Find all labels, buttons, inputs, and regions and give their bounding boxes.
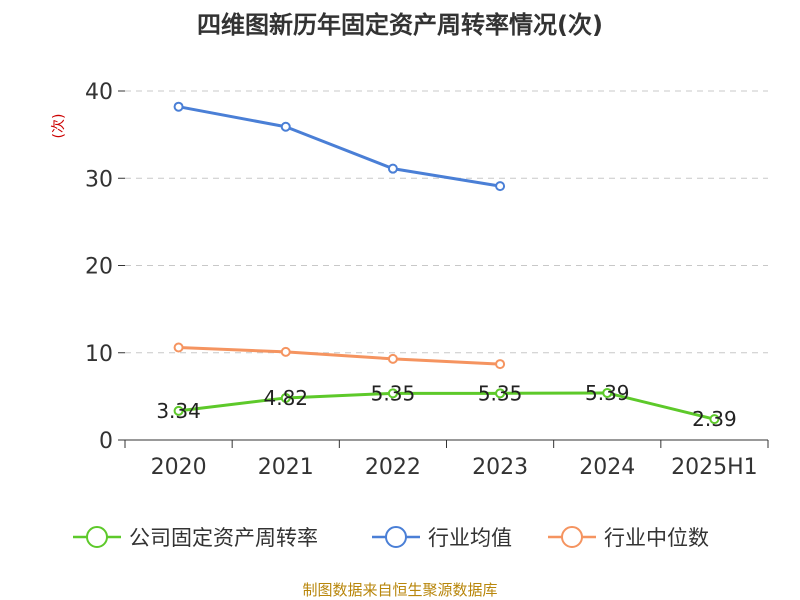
source-note: 制图数据来自恒生聚源数据库 — [302, 581, 497, 599]
legend-label: 公司固定资产周转率 — [129, 526, 318, 550]
series-point — [387, 163, 398, 174]
legend-marker — [385, 526, 407, 548]
series-point — [173, 342, 184, 353]
series-layer — [173, 101, 720, 425]
data-label: 4.82 — [263, 386, 308, 410]
y-axis-ticks: 0 10 20 30 40 — [85, 80, 125, 454]
x-axis — [124, 439, 769, 448]
legend-item: 公司固定资产周转率 — [73, 526, 318, 550]
series-point — [602, 387, 613, 398]
y-axis-unit: (次) — [51, 114, 67, 139]
series-line — [178, 105, 501, 188]
series-line — [178, 346, 501, 366]
x-axis-ticks: 2020 2021 2022 2023 2024 2025H1 — [151, 455, 758, 480]
data-label: 5.39 — [585, 381, 630, 405]
legend: 公司固定资产周转率 行业均值 行业中位数 — [73, 526, 709, 550]
series-point — [495, 181, 506, 192]
series-point — [173, 405, 184, 416]
data-label: 5.35 — [371, 381, 416, 405]
series-point — [495, 388, 506, 399]
data-label: 5.35 — [478, 381, 523, 405]
data-label: 3.34 — [156, 399, 201, 423]
legend-item: 行业均值 — [372, 526, 512, 550]
series-point — [280, 392, 291, 403]
series-point — [709, 414, 720, 425]
legend-label: 行业中位数 — [604, 526, 709, 550]
x-tick-label: 2021 — [258, 455, 314, 480]
series-point — [280, 121, 291, 132]
y-tick-label: 20 — [85, 255, 113, 280]
x-tick-label: 2023 — [472, 455, 528, 480]
y-tick-label: 30 — [85, 167, 113, 192]
series-point — [387, 353, 398, 364]
data-label: 2.39 — [692, 407, 737, 431]
legend-marker — [561, 526, 583, 548]
series-point — [280, 346, 291, 357]
legend-label: 行业均值 — [428, 526, 512, 550]
legend-marker — [86, 526, 108, 548]
x-tick-label: 2022 — [365, 455, 421, 480]
data-labels: 3.34 4.82 5.35 5.35 5.39 2.39 — [156, 381, 736, 431]
series-point — [495, 359, 506, 370]
grid-lines — [125, 90, 768, 354]
series-point — [173, 101, 184, 112]
series-point — [387, 388, 398, 399]
series-line — [178, 391, 715, 421]
chart-title: 四维图新历年固定资产周转率情况(次) — [197, 11, 603, 39]
y-tick-label: 40 — [85, 80, 113, 105]
x-tick-label: 2025H1 — [671, 455, 758, 480]
legend-item: 行业中位数 — [548, 526, 709, 550]
y-tick-label: 10 — [85, 342, 113, 367]
y-tick-label: 0 — [99, 429, 113, 454]
x-tick-label: 2024 — [579, 455, 635, 480]
x-tick-label: 2020 — [151, 455, 207, 480]
